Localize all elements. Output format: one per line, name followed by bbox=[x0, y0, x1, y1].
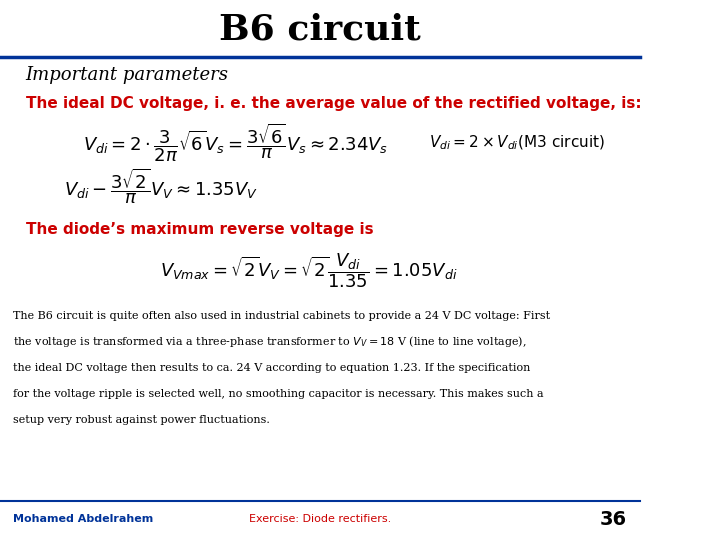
Text: for the voltage ripple is selected well, no smoothing capacitor is necessary. Th: for the voltage ripple is selected well,… bbox=[13, 389, 544, 399]
Text: the ideal DC voltage then results to ca. 24 V according to equation 1.23. If the: the ideal DC voltage then results to ca.… bbox=[13, 363, 530, 373]
Text: $V_{Vmax} = \sqrt{2}V_V = \sqrt{2}\dfrac{V_{di}}{1.35} = 1.05V_{di}$: $V_{Vmax} = \sqrt{2}V_V = \sqrt{2}\dfrac… bbox=[160, 252, 458, 291]
Text: Important parameters: Important parameters bbox=[26, 65, 229, 84]
Text: Mohamed Abdelrahem: Mohamed Abdelrahem bbox=[13, 515, 153, 524]
Text: setup very robust against power fluctuations.: setup very robust against power fluctuat… bbox=[13, 415, 270, 424]
Text: the voltage is transformed via a three-phase transformer to $V_V = 18$ V (line t: the voltage is transformed via a three-p… bbox=[13, 334, 526, 349]
Text: The diode’s maximum reverse voltage is: The diode’s maximum reverse voltage is bbox=[26, 222, 373, 237]
Text: $V_{di} - \dfrac{3\sqrt{2}}{\pi}V_V \approx 1.35V_V$: $V_{di} - \dfrac{3\sqrt{2}}{\pi}V_V \app… bbox=[64, 166, 258, 206]
Text: Exercise: Diode rectifiers.: Exercise: Diode rectifiers. bbox=[249, 515, 391, 524]
Text: B6 circuit: B6 circuit bbox=[219, 13, 421, 46]
Text: The ideal DC voltage, i. e. the average value of the rectified voltage, is:: The ideal DC voltage, i. e. the average … bbox=[26, 96, 642, 111]
Text: $V_{di} = 2 \cdot \dfrac{3}{2\pi}\sqrt{6}V_s = \dfrac{3\sqrt{6}}{\pi}V_s \approx: $V_{di} = 2 \cdot \dfrac{3}{2\pi}\sqrt{6… bbox=[84, 122, 389, 165]
Text: 36: 36 bbox=[600, 510, 627, 529]
Text: $V_{di} = 2 \times V_{di}\mathrm{(M3\ circuit)}$: $V_{di} = 2 \times V_{di}\mathrm{(M3\ ci… bbox=[429, 134, 605, 152]
Text: The B6 circuit is quite often also used in industrial cabinets to provide a 24 V: The B6 circuit is quite often also used … bbox=[13, 311, 550, 321]
